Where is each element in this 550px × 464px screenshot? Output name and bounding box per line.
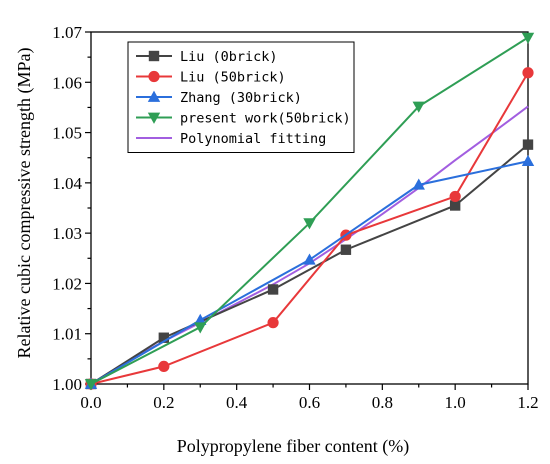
legend-entry: Liu (0brick)	[136, 49, 278, 65]
x-axis-title: Polypropylene fiber content (%)	[177, 436, 409, 457]
x-axis: 0.0 0.2 0.4 0.6 0.8 1.0 1.2	[80, 384, 539, 412]
x-tick-label: 0.8	[372, 393, 393, 412]
data-point	[194, 322, 207, 334]
y-tick-label: 1.07	[52, 23, 82, 42]
x-tick-label: 1.0	[445, 393, 466, 412]
data-point	[522, 139, 534, 150]
data-point	[412, 101, 425, 113]
legend-swatch-marker	[147, 112, 161, 124]
legend: Liu (0brick) Liu (50brick) Zhang (30brick)…	[127, 41, 355, 153]
data-point	[303, 253, 316, 265]
legend-label: Liu (0brick)	[180, 49, 278, 65]
x-tick-label: 0.4	[226, 393, 248, 412]
data-point	[84, 379, 98, 391]
series-0	[85, 139, 534, 390]
y-tick-label: 1.00	[52, 375, 82, 394]
series-2	[84, 154, 535, 389]
legend-label: present work(50brick)	[180, 111, 351, 127]
y-tick-label: 1.03	[52, 224, 82, 243]
y-tick-label: 1.02	[52, 274, 82, 293]
x-tick-label: 1.2	[517, 393, 538, 412]
series-layer	[84, 32, 535, 391]
data-point	[412, 178, 425, 190]
x-tick-label: 0.6	[299, 393, 320, 412]
data-point	[522, 67, 534, 79]
legend-entry: Zhang (30brick)	[136, 90, 302, 106]
data-point	[267, 317, 279, 329]
legend-entry: Polynomial fitting	[136, 131, 326, 147]
y-tick-label: 1.01	[52, 325, 82, 344]
data-point	[521, 32, 535, 44]
series-line	[90, 143, 529, 385]
legend-swatch-marker	[148, 50, 160, 62]
legend-label: Zhang (30brick)	[180, 90, 302, 106]
x-tick-label: 0.2	[153, 393, 174, 412]
data-point	[340, 244, 352, 255]
data-point	[303, 218, 316, 230]
legend-swatch-marker	[148, 70, 160, 83]
series-line	[90, 72, 529, 385]
data-point	[521, 154, 535, 167]
legend-entry: present work(50brick)	[136, 111, 351, 127]
x-tick-label: 0.0	[80, 393, 101, 412]
data-point	[158, 360, 170, 372]
legend-label: Polynomial fitting	[180, 131, 326, 147]
y-tick-label: 1.04	[52, 174, 82, 193]
data-point	[267, 284, 279, 295]
y-tick-label: 1.05	[52, 124, 82, 143]
data-point	[449, 190, 461, 203]
data-point	[449, 200, 461, 211]
series-3	[84, 32, 535, 391]
y-tick-label: 1.06	[52, 73, 82, 92]
y-axis-title: Relative cubic compressive strength (MPa…	[14, 48, 35, 359]
legend-label: Liu (50brick)	[180, 70, 286, 86]
legend-swatch-marker	[147, 90, 161, 102]
y-axis: 1.00 1.01 1.02 1.03 1.04 1.05 1.06 1.07	[52, 23, 91, 394]
legend-entry: Liu (50brick)	[136, 70, 286, 86]
